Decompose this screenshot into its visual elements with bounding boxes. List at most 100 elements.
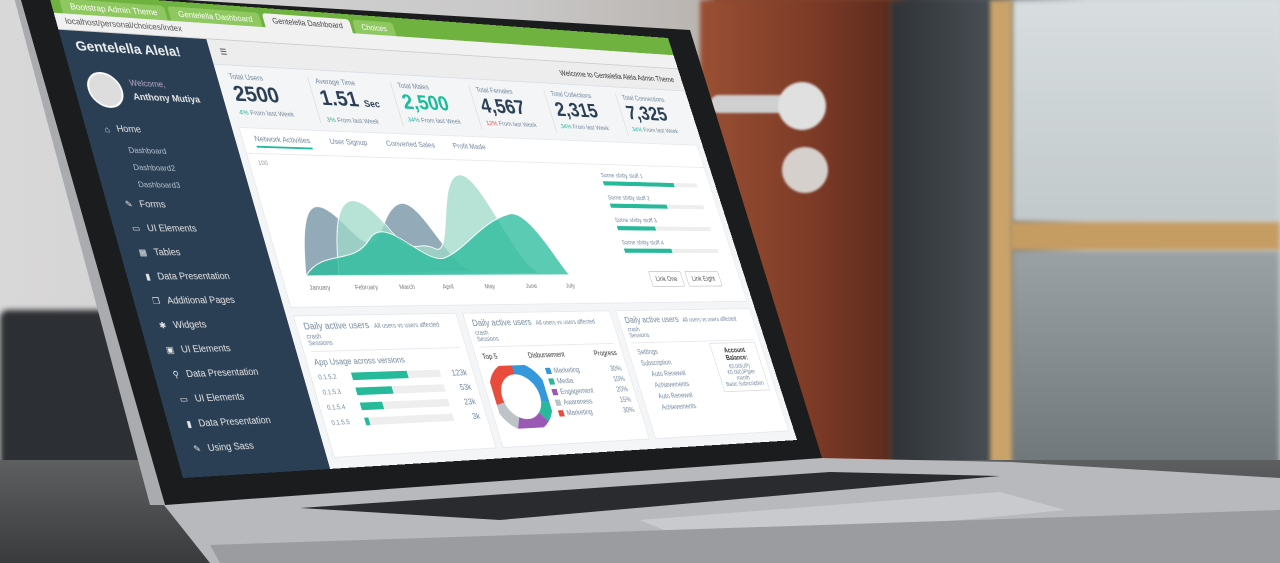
legend-swatch bbox=[557, 410, 565, 417]
sidebar-item-label: Tables bbox=[152, 247, 182, 259]
stat-tile: Total Users 2500 4% From last Week bbox=[221, 72, 321, 123]
stat-number: 2,500 bbox=[399, 90, 452, 116]
x-tick-label: January bbox=[309, 285, 332, 292]
chart-tab[interactable]: Converted Sales bbox=[384, 138, 436, 150]
edit-icon: ✎ bbox=[124, 199, 134, 209]
stat-value: 1.51 Sec bbox=[317, 85, 395, 118]
door-lock bbox=[782, 147, 828, 193]
progress-bar bbox=[623, 248, 719, 254]
stat-number: 2,315 bbox=[552, 98, 601, 123]
usage-fill bbox=[355, 386, 394, 396]
column-header: Disbursement bbox=[526, 350, 566, 360]
version-row: 0.1.5.5 3k bbox=[330, 411, 482, 427]
stat-unit: Sec bbox=[362, 98, 382, 111]
legend-percent: 30% bbox=[608, 364, 623, 373]
sidebar-item-label: Home bbox=[115, 124, 143, 136]
stat-tile: Total Males 2,500 34% From last Week bbox=[389, 81, 482, 130]
network-activities-chart: Network Activities User Signup Converted S… bbox=[238, 126, 748, 308]
usage-bar bbox=[364, 413, 455, 426]
legend-item: Media 10% bbox=[548, 375, 626, 386]
dark-doorframe bbox=[890, 0, 1000, 470]
chart-tab[interactable]: Profit Made bbox=[451, 141, 487, 152]
main-content: ☰ Welcome to Gentelella Alela Admin Them… bbox=[206, 39, 797, 469]
legend-percent: 20% bbox=[615, 385, 630, 394]
progress-fill bbox=[602, 181, 675, 188]
avatar[interactable] bbox=[82, 71, 128, 109]
donut-slice bbox=[517, 417, 546, 426]
progress-bar bbox=[616, 226, 712, 232]
progress-item: Some shitty stuff 1 bbox=[600, 171, 698, 188]
stat-value: 2500 bbox=[230, 81, 311, 112]
chart-tab[interactable]: User Signup bbox=[328, 136, 369, 147]
settings-list-item[interactable]: Achievements bbox=[660, 402, 698, 412]
column-header: Progress bbox=[592, 349, 618, 358]
panel-heading: App Usage across versions bbox=[312, 355, 406, 368]
legend-swatch bbox=[548, 378, 556, 385]
wooden-shelf bbox=[1010, 222, 1280, 250]
table-icon: ▦ bbox=[137, 247, 149, 258]
delta-value: 34% bbox=[559, 122, 573, 131]
window-glass-lower bbox=[1012, 250, 1280, 470]
x-tick-label: March bbox=[399, 284, 417, 291]
delta-note: From last Week bbox=[335, 115, 380, 126]
bottom-panels: Daily active users All users vs users aff… bbox=[292, 308, 790, 458]
legend-percent: 30% bbox=[621, 405, 636, 415]
sidebar-item[interactable]: ✱ Widgets bbox=[137, 312, 291, 339]
legend-label: Media bbox=[555, 376, 575, 386]
hamburger-icon[interactable]: ☰ bbox=[218, 47, 229, 57]
sidebar-item[interactable]: ▮ Data Presentation bbox=[124, 265, 278, 290]
stat-number: 7,325 bbox=[623, 102, 671, 126]
usage-fill bbox=[364, 417, 371, 426]
pencil-icon: ✎ bbox=[192, 443, 203, 454]
usage-bar bbox=[359, 398, 451, 411]
account-subscription: Basic Subscription bbox=[725, 380, 765, 388]
sidebar-item[interactable]: ❐ Additional Pages bbox=[131, 288, 285, 314]
sidebar-item-label: Dashboard2 bbox=[131, 162, 177, 173]
progress-fill bbox=[616, 226, 657, 231]
stat-delta: 34% From last Week bbox=[631, 126, 690, 136]
legend-percent: 15% bbox=[618, 395, 633, 404]
usage-bar bbox=[355, 384, 446, 396]
delta-note: From last Week bbox=[571, 122, 610, 132]
user-name: Anthony Mutiya bbox=[132, 92, 202, 106]
desktop-icon: ▭ bbox=[130, 223, 142, 234]
link-eight-button[interactable]: Link Eight bbox=[684, 270, 723, 287]
delta-note: From last Week bbox=[248, 108, 296, 119]
legend-percent: 10% bbox=[612, 374, 626, 384]
delta-note: From last Week bbox=[642, 126, 680, 135]
sidebar-item-label: Dashboard3 bbox=[136, 179, 182, 190]
sidebar-item[interactable]: ▦ Tables bbox=[117, 241, 271, 265]
stat-delta: 34% From last Week bbox=[407, 116, 475, 127]
panel-title: Daily active users bbox=[623, 315, 680, 326]
x-tick-label: July bbox=[565, 283, 576, 289]
bug-icon: ✱ bbox=[157, 320, 168, 331]
door-knob bbox=[778, 82, 826, 130]
sidebar-item-label: Widgets bbox=[172, 319, 208, 332]
clone-icon: ❐ bbox=[151, 296, 162, 306]
version-row: 0.1.5.3 53k bbox=[321, 382, 473, 397]
wooden-shelf-post bbox=[990, 0, 1012, 470]
sidebar-item[interactable]: ✎ Forms bbox=[104, 192, 258, 218]
usage-value: 123k bbox=[450, 367, 469, 378]
welcome-label: Welcome, bbox=[128, 78, 167, 90]
progress-label: Some shitty stuff 4 bbox=[620, 238, 665, 247]
link-one-button[interactable]: Link One bbox=[647, 271, 686, 287]
panel-title: Daily active users bbox=[302, 320, 371, 333]
legend-item: Marketing 30% bbox=[557, 405, 636, 418]
sidebar-item-label: Forms bbox=[138, 199, 168, 211]
legend-label: Engagement bbox=[559, 386, 595, 396]
delta-value: 12% bbox=[485, 119, 499, 128]
delta-note: From last Week bbox=[497, 119, 538, 129]
legend-item: Engagement 20% bbox=[551, 385, 629, 396]
home-icon: ⌂ bbox=[103, 124, 111, 134]
usage-bar bbox=[350, 369, 442, 381]
usage-value: 53k bbox=[458, 382, 473, 392]
donut-slice bbox=[513, 367, 547, 403]
sidebar-item[interactable]: ▭ UI Elements bbox=[110, 216, 264, 241]
chart-tab[interactable]: Network Activities bbox=[253, 133, 313, 150]
legend-label: Marketing bbox=[565, 407, 594, 418]
delta-value: 3% bbox=[325, 115, 337, 124]
laptop-front-edge bbox=[210, 510, 1280, 563]
progress-label: Some shitty stuff 3 bbox=[613, 216, 658, 225]
legend-label: Awareness bbox=[562, 397, 594, 407]
